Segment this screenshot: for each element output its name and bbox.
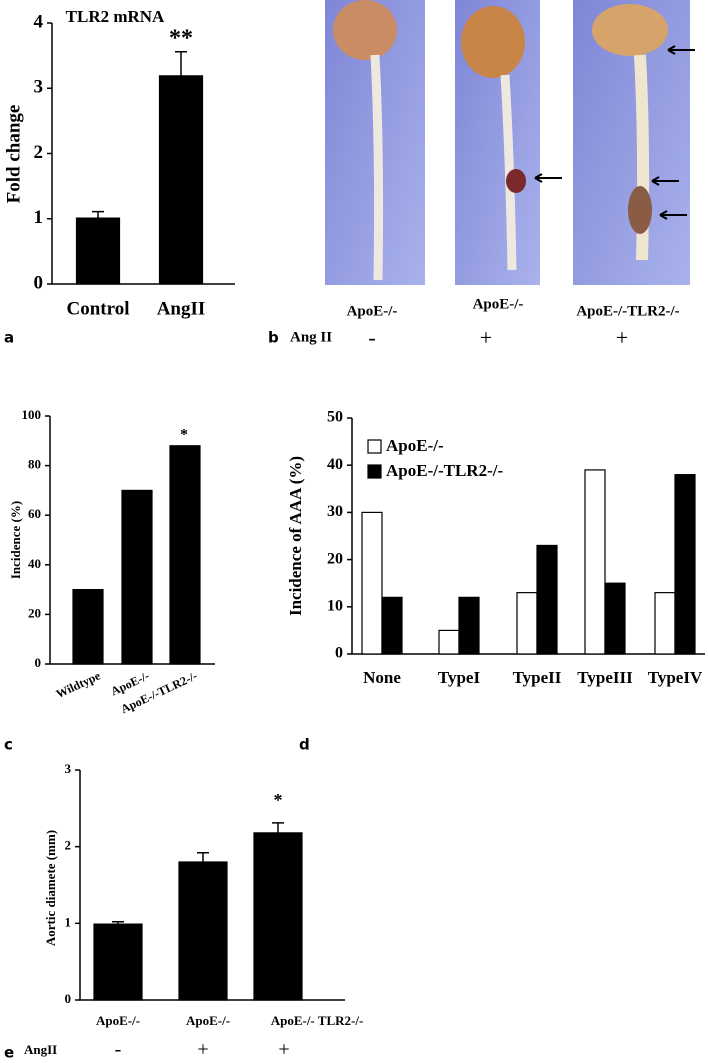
annotation: * [274,790,283,810]
error-bar [272,822,284,833]
y-tick-label: 3 [65,761,72,776]
y-tick-label: 1 [65,914,72,929]
x-tick-label: None [363,668,401,687]
panel-label: c [4,736,13,754]
bar [75,217,121,285]
y-tick-label: 2 [34,142,44,163]
condition: - [115,1039,122,1061]
x-tick-label: Wildtype [54,668,103,701]
y-tick-label: 3 [34,77,44,98]
genotype-label: ApoE-/- [347,303,398,319]
y-tick-label: 60 [28,506,41,521]
y-tick-label: 100 [22,407,42,422]
y-axis-label: Fold change [3,105,24,204]
bar [169,445,201,665]
condition-label: Ang II [290,329,332,345]
aneurysm [506,169,526,193]
genotype-label: ApoE-/-TLR2-/- [576,303,679,319]
bar [178,861,228,1001]
x-tick-label: Control [67,298,130,319]
bar [253,832,303,1001]
photo-panel: b Ang II ApoE-/- ApoE-/- ApoE-/-TLR2-/- … [268,0,695,350]
panel-label: a [4,329,14,347]
bar [72,588,104,665]
y-tick-label: 80 [28,457,41,472]
bar [674,474,696,655]
bar [93,923,143,1001]
heart [333,0,397,60]
bar [584,469,606,655]
x-tick-label: TypeI [438,668,481,687]
panel-label: b [268,329,279,347]
x-tick-label: TypeII [513,668,562,687]
chart-title: TLR2 mRNA [66,7,165,26]
y-tick-label: 0 [34,272,44,293]
bar [438,629,460,655]
error-bar [112,921,124,925]
bar [536,544,558,655]
error-bar [92,210,104,219]
condition: + [197,1039,208,1061]
bar [458,596,480,655]
panel-label-condition: AngII [24,1042,57,1057]
y-tick-label: 30 [327,503,343,520]
y-tick-label: 40 [28,556,41,571]
legend-swatch [367,439,382,454]
y-tick-label: 4 [34,11,44,32]
bar [158,75,204,285]
annotation: * [180,427,188,444]
error-bar [197,852,209,862]
x-tick-label: ApoE-/- [96,1013,140,1028]
y-axis-label: Aortic diamete (mm) [43,830,58,946]
condition: + [480,325,492,350]
legend-swatch [367,464,382,479]
y-tick-label: 20 [28,605,41,620]
x-tick-label: ApoE-/- TLR2-/- [271,1013,364,1028]
y-tick-label: 2 [65,838,72,853]
y-tick-label: 10 [327,597,343,614]
legend-label: ApoE-/-TLR2-/- [386,461,503,480]
annotation: ** [169,26,193,52]
legend-label: ApoE-/- [386,436,444,455]
y-tick-label: 20 [327,550,343,567]
y-tick-label: 0 [35,655,42,670]
aorta [500,74,517,271]
heart [461,6,525,78]
y-tick-label: 0 [65,991,72,1006]
condition: + [616,325,628,350]
aorta [370,54,384,281]
y-tick-label: 0 [335,645,343,662]
heart [592,4,668,56]
aneurysm [628,186,652,234]
x-tick-label: AngII [157,298,206,319]
condition: - [368,325,375,350]
y-tick-label: 50 [327,409,343,426]
y-tick-label: 1 [34,207,44,228]
x-tick-label: TypeIII [577,668,633,687]
bar [604,582,626,655]
genotype-label: ApoE-/- [473,296,524,312]
bar [361,511,383,655]
bar [516,592,538,655]
y-tick-label: 40 [327,456,343,473]
y-axis-label: Incidence (%) [8,501,23,579]
arrows [534,45,695,220]
bar [121,489,153,665]
panel-label: e [4,1044,14,1062]
panel-label: d [299,736,310,754]
y-axis-label: Incidence of AAA (%) [286,456,305,616]
error-bar [175,50,187,76]
x-tick-label: TypeIV [648,668,703,687]
bar [381,596,403,655]
condition: + [278,1039,289,1061]
x-tick-label: ApoE-/- [186,1013,230,1028]
bar [654,592,676,655]
